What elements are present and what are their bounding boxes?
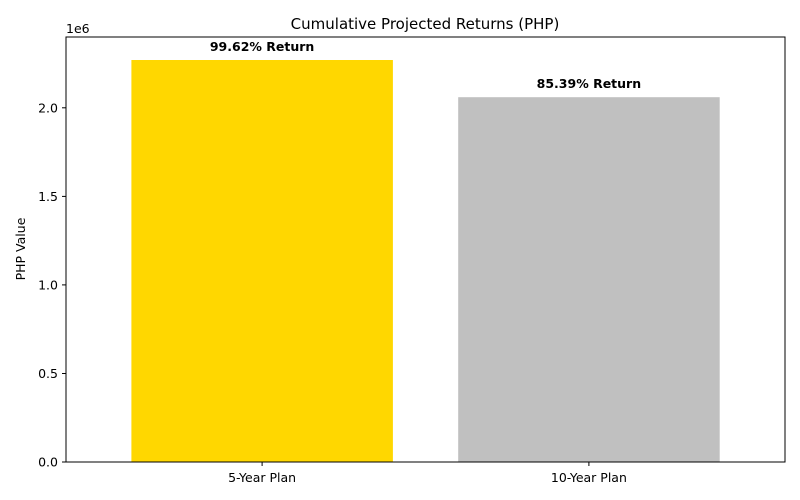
bar-1: [131, 60, 393, 462]
bar-data-label: 85.39% Return: [537, 76, 641, 91]
plot-area: 99.62% Return 5-Year Plan 85.39% Return 10-…: [38, 36, 786, 485]
y-tick-label: 1.0: [38, 277, 58, 292]
y-axis-label: PHP Value: [13, 217, 28, 280]
y-tick-label: 0.5: [38, 366, 58, 381]
chart-title: Cumulative Projected Returns (PHP): [291, 15, 560, 33]
bar-data-label: 99.62% Return: [210, 39, 314, 54]
y-axis-offset-label: 1e6: [66, 21, 90, 36]
x-tick-label: 10-Year Plan: [551, 470, 627, 485]
bar-2: [458, 97, 720, 462]
y-tick-label: 1.5: [38, 189, 58, 204]
x-tick-label: 5-Year Plan: [228, 470, 296, 485]
y-tick-label: 2.0: [38, 100, 58, 115]
y-tick-label: 0.0: [38, 455, 58, 470]
axes-frame: [65, 36, 786, 463]
